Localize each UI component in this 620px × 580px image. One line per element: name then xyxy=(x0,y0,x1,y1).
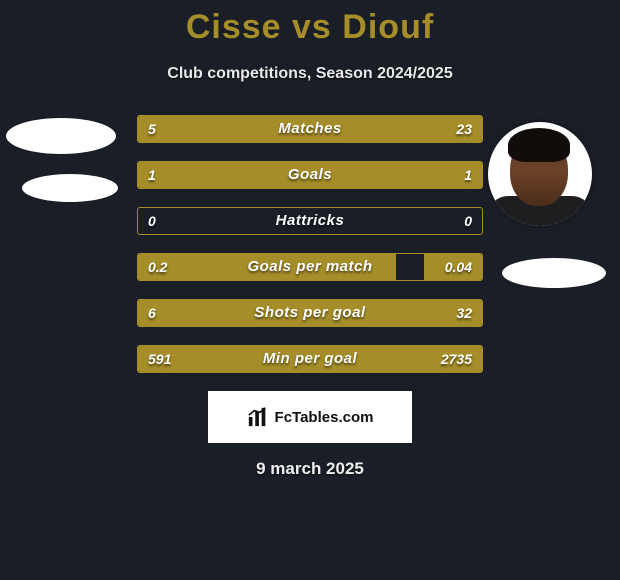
placeholder-ellipse xyxy=(502,258,606,288)
comparison-bars: 5 Matches 23 1 Goals 1 0 Hattricks 0 0.2… xyxy=(137,115,483,373)
bar-value-right: 1 xyxy=(464,162,472,188)
bar-label: Matches xyxy=(138,116,482,142)
bar-label: Goals xyxy=(138,162,482,188)
bar-value-right: 23 xyxy=(456,116,472,142)
bar-row-goals: 1 Goals 1 xyxy=(137,161,483,189)
bar-row-goals-per-match: 0.2 Goals per match 0.04 xyxy=(137,253,483,281)
bar-value-right: 0 xyxy=(464,208,472,234)
subtitle: Club competitions, Season 2024/2025 xyxy=(0,65,620,83)
title-player-right: Diouf xyxy=(342,8,434,46)
placeholder-ellipse xyxy=(6,118,116,154)
bar-label: Shots per goal xyxy=(138,300,482,326)
bar-label: Min per goal xyxy=(138,346,482,372)
right-player-avatar xyxy=(488,122,592,226)
bar-chart-icon xyxy=(247,406,269,428)
fctables-badge[interactable]: FcTables.com xyxy=(208,391,412,443)
bar-label: Hattricks xyxy=(138,208,482,234)
placeholder-ellipse xyxy=(22,174,118,202)
bar-row-hattricks: 0 Hattricks 0 xyxy=(137,207,483,235)
bar-label: Goals per match xyxy=(138,254,482,280)
title-player-left: Cisse xyxy=(186,8,282,46)
date-text: 9 march 2025 xyxy=(0,459,620,479)
left-player-placeholder xyxy=(6,118,118,202)
badge-text: FcTables.com xyxy=(275,409,374,426)
bar-row-shots-per-goal: 6 Shots per goal 32 xyxy=(137,299,483,327)
bar-value-right: 0.04 xyxy=(445,254,472,280)
bar-row-matches: 5 Matches 23 xyxy=(137,115,483,143)
bar-row-min-per-goal: 591 Min per goal 2735 xyxy=(137,345,483,373)
page-title: Cisse vs Diouf xyxy=(0,0,620,47)
bar-value-right: 2735 xyxy=(441,346,472,372)
title-vs: vs xyxy=(282,8,343,46)
bar-value-right: 32 xyxy=(456,300,472,326)
